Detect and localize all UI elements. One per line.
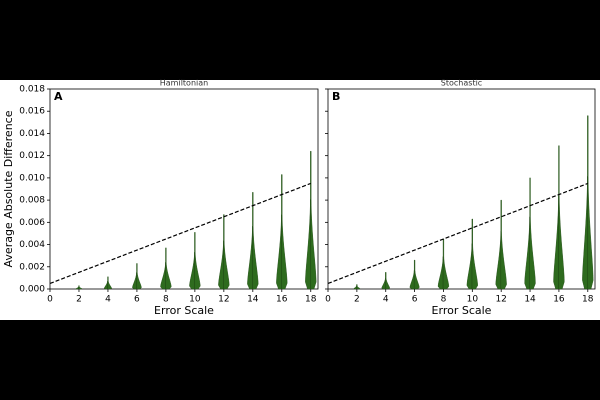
violin (189, 232, 201, 290)
x-tick-label: 6 (412, 295, 418, 305)
x-tick-label: 18 (305, 295, 317, 305)
y-tick-label: 0.016 (19, 107, 45, 117)
y-tick-label: 0.004 (19, 240, 45, 250)
violin (582, 115, 594, 290)
x-tick-label: 16 (553, 295, 565, 305)
y-tick-label: 0.006 (19, 218, 45, 228)
x-tick-label: 8 (441, 295, 447, 305)
violin (247, 192, 259, 290)
x-tick-label: 14 (247, 295, 259, 305)
panel-label: A (54, 90, 63, 103)
x-tick-label: 4 (383, 295, 389, 305)
reference-line (49, 182, 311, 285)
violin (437, 238, 450, 290)
violin (160, 247, 172, 290)
violin (218, 214, 230, 290)
y-tick-label: 0.014 (19, 129, 45, 139)
y-tick-label: 0.010 (19, 173, 45, 183)
x-tick-label: 18 (582, 295, 594, 305)
reference-line (327, 182, 588, 285)
y-tick-label: 0.018 (19, 85, 45, 95)
y-tick-label: 0.008 (19, 196, 45, 206)
x-axis-label: Error Scale (432, 304, 492, 317)
x-axis-label: Error Scale (154, 304, 214, 317)
x-tick-label: 8 (163, 295, 169, 305)
x-tick-label: 12 (218, 295, 229, 305)
plot-background (0, 80, 600, 320)
violin (466, 218, 478, 290)
x-tick-label: 10 (189, 295, 201, 305)
y-tick-label: 0.002 (19, 262, 45, 272)
x-tick-label: 0 (325, 295, 331, 305)
x-tick-label: 4 (105, 295, 111, 305)
violin (75, 285, 83, 290)
chart-title: Hamiltonian (160, 79, 208, 88)
x-tick-label: 14 (524, 295, 536, 305)
x-tick-label: 10 (467, 295, 479, 305)
violin (524, 177, 536, 290)
panel-label: B (332, 90, 340, 103)
x-tick-label: 16 (276, 295, 288, 305)
y-tick-label: 0.000 (19, 285, 45, 295)
violin (495, 199, 507, 290)
x-tick-label: 2 (76, 295, 82, 305)
axes-frame (49, 88, 319, 290)
y-tick-label: 0.012 (19, 151, 45, 161)
x-tick-label: 6 (134, 295, 140, 305)
violin (409, 259, 420, 290)
violin (132, 263, 142, 290)
x-tick-label: 2 (354, 295, 360, 305)
violin (104, 276, 112, 290)
violin (553, 145, 565, 290)
x-tick-label: 12 (495, 295, 506, 305)
violin (353, 284, 361, 290)
y-axis-label: Average Absolute Difference (2, 110, 15, 267)
violin (305, 151, 317, 290)
x-tick-label: 0 (47, 295, 53, 305)
violin (276, 174, 288, 290)
chart-title: Stochastic (441, 79, 482, 88)
violin (381, 272, 390, 290)
axes-frame (327, 88, 596, 290)
